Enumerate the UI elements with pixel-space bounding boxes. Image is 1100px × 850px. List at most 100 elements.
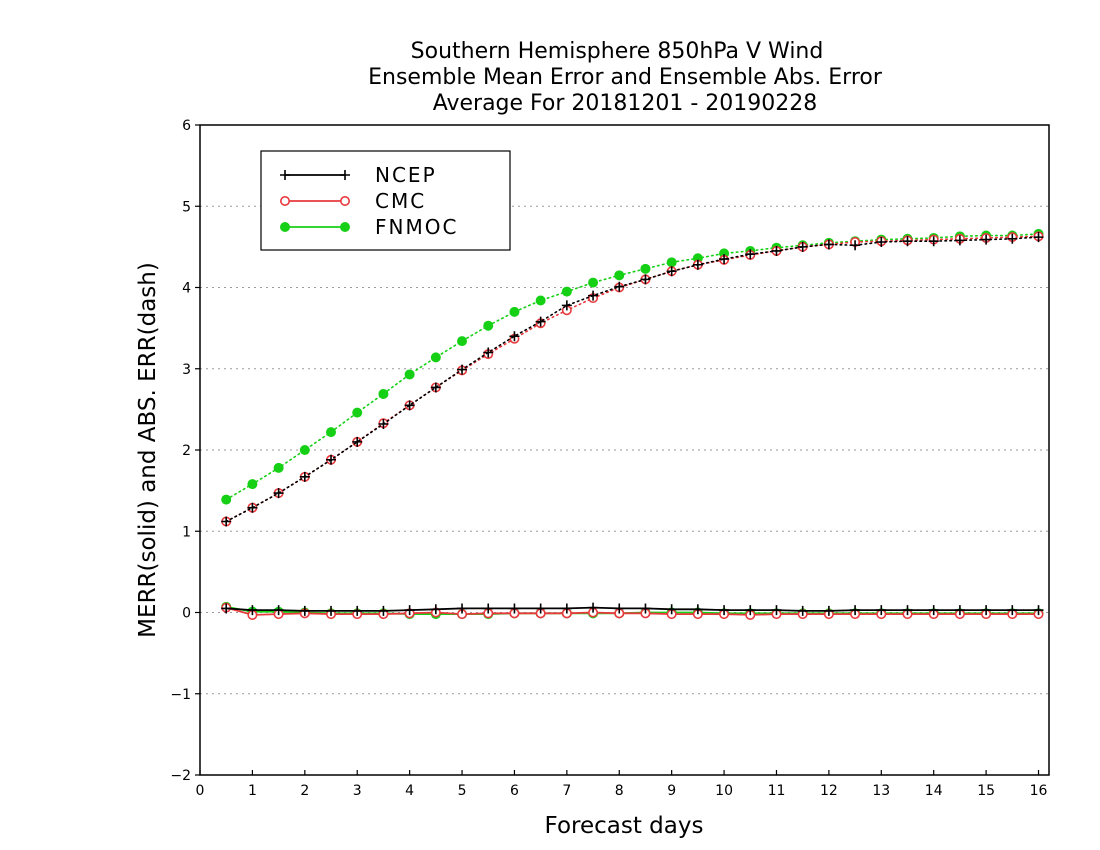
series-layer — [221, 228, 1044, 620]
legend-marker-fnmoc — [340, 222, 350, 232]
x-tick-label: 0 — [196, 783, 205, 799]
ncep-abs-error-point — [666, 266, 677, 277]
ncep-mean-error-point — [1007, 605, 1018, 616]
ncep-mean-error-point — [902, 605, 913, 616]
ncep-mean-error-point — [561, 603, 572, 614]
fnmoc-abs-error-point — [457, 336, 468, 347]
y-tick-label: 4 — [182, 281, 191, 297]
ncep-abs-error-point — [692, 259, 703, 270]
ncep-abs-error-point — [1033, 232, 1044, 243]
x-tick-label: 6 — [510, 783, 519, 799]
y-tick-label: 3 — [182, 362, 191, 378]
ncep-abs-error-point — [326, 454, 337, 465]
ncep-abs-error-point — [928, 236, 939, 247]
x-tick-label: 2 — [300, 783, 309, 799]
x-tick-label: 13 — [872, 783, 890, 799]
x-tick-label: 15 — [977, 783, 995, 799]
x-tick-label: 8 — [615, 783, 624, 799]
legend-marker-ncep — [280, 170, 290, 180]
ncep-abs-error-point — [588, 290, 599, 301]
ncep-abs-error-point — [299, 471, 310, 482]
chart-title: Southern Hemisphere 850hPa V Wind — [411, 39, 824, 64]
ncep-abs-error-point — [535, 316, 546, 327]
ncep-mean-error-point — [797, 605, 808, 616]
ncep-abs-error-point — [771, 245, 782, 256]
x-tick-label: 16 — [1030, 783, 1048, 799]
ncep-mean-error-point — [981, 605, 992, 616]
x-tick-label: 12 — [820, 783, 838, 799]
ncep-mean-error-point — [588, 602, 599, 613]
fnmoc-abs-error-point — [326, 427, 337, 438]
legend-label-fnmoc: FNMOC — [375, 215, 458, 239]
ncep-abs-error-point — [378, 419, 389, 429]
ncep-abs-error-point — [614, 281, 625, 292]
cmc-abs-error-line — [225, 235, 1040, 523]
y-tick-label: −1 — [170, 687, 191, 703]
y-tick-label: 2 — [182, 443, 191, 459]
ncep-abs-error-point — [797, 241, 808, 252]
ncep-mean-error-point — [535, 603, 546, 614]
ncep-mean-error-line — [226, 606, 1039, 612]
legend-marker-fnmoc — [280, 222, 290, 232]
fnmoc-abs-error-point — [561, 286, 572, 297]
ncep-abs-error-point — [719, 254, 730, 265]
ncep-mean-error-point — [850, 605, 861, 616]
ncep-abs-error-point — [902, 236, 913, 247]
ncep-mean-error-point — [823, 605, 834, 616]
x-tick-label: 9 — [667, 783, 676, 799]
x-axis-title: Forecast days — [545, 813, 704, 839]
fnmoc-abs-error-point — [640, 263, 651, 274]
fnmoc-abs-error-point — [404, 369, 415, 380]
ncep-abs-error-point — [823, 239, 834, 250]
fnmoc-abs-error-point — [273, 462, 284, 473]
y-tick-label: 1 — [182, 524, 191, 540]
ncep-abs-error-point — [640, 274, 651, 285]
x-tick-label: 1 — [248, 783, 257, 799]
ncep-mean-error-point — [876, 605, 887, 616]
fnmoc-abs-error-line — [225, 233, 1040, 501]
ncep-mean-error-point — [483, 603, 494, 614]
y-tick-label: 0 — [182, 606, 191, 622]
legend: NCEP CMC FNMOC — [260, 150, 511, 251]
x-tick-label: 11 — [768, 783, 786, 799]
fnmoc-abs-error-point — [247, 479, 258, 490]
x-tick-label: 5 — [458, 783, 467, 799]
ncep-abs-error-point — [1007, 233, 1018, 244]
ncep-mean-error-point — [326, 605, 337, 616]
ncep-mean-error-point — [352, 605, 363, 616]
legend-marker-cmc — [279, 196, 290, 207]
x-axis-ticks: 0 1 2 3 4 5 6 7 8 9 10 11 12 13 14 15 16 — [196, 770, 1048, 799]
ncep-abs-error-point — [430, 382, 441, 393]
fnmoc-abs-error-point — [483, 320, 494, 331]
ncep-mean-error-point — [745, 605, 756, 616]
fnmoc-abs-error-point — [299, 445, 310, 455]
ncep-mean-error-point — [692, 604, 703, 615]
y-tick-label: −2 — [170, 768, 191, 784]
gridlines — [200, 205, 1049, 695]
ncep-mean-error-point — [378, 605, 389, 616]
y-tick-label: 6 — [182, 118, 191, 134]
fnmoc-abs-error-point — [666, 257, 677, 268]
fnmoc-abs-error-point — [352, 407, 363, 418]
ncep-abs-error-point — [273, 488, 284, 499]
ncep-mean-error-point — [273, 605, 284, 616]
legend-label-ncep: NCEP — [375, 163, 437, 187]
chart-subtitle: Ensemble Mean Error and Ensemble Abs. Er… — [368, 65, 883, 90]
ncep-abs-error-point — [247, 502, 258, 513]
ncep-mean-error-point — [404, 605, 415, 616]
ncep-mean-error-point — [221, 603, 232, 614]
ncep-abs-error-point — [404, 400, 415, 411]
ncep-abs-error-point — [745, 249, 756, 260]
ncep-mean-error-point — [666, 604, 677, 615]
ncep-abs-error-point — [457, 364, 468, 375]
legend-label-cmc: CMC — [375, 189, 426, 213]
y-axis-ticks: −2 −1 0 1 2 3 4 5 6 — [170, 118, 200, 784]
ncep-mean-error-point — [457, 603, 468, 614]
x-tick-label: 7 — [562, 783, 571, 799]
ncep-abs-error-point — [561, 300, 572, 311]
ncep-mean-error-point — [614, 603, 625, 614]
ncep-mean-error-point — [928, 605, 939, 616]
fnmoc-abs-error-point — [430, 352, 441, 363]
ncep-abs-error-point — [981, 234, 992, 245]
